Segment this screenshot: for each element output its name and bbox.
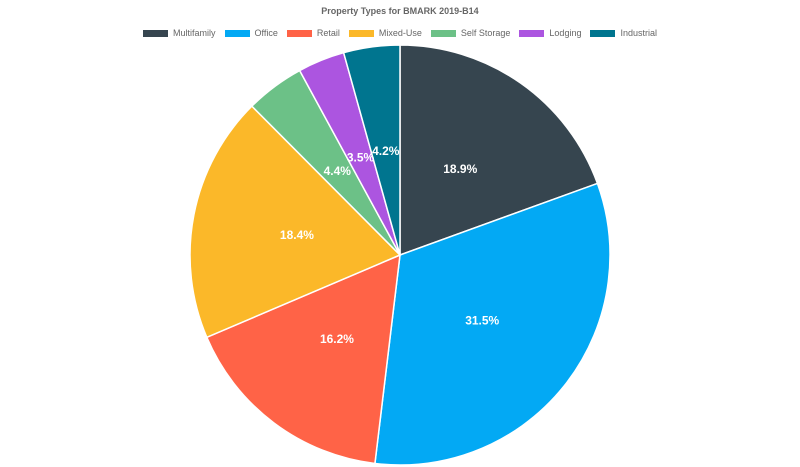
legend-item[interactable]: Self Storage <box>430 28 511 38</box>
legend-label: Multifamily <box>173 28 216 38</box>
pie-slice-industrial[interactable] <box>342 44 401 256</box>
legend-label: Office <box>254 28 278 38</box>
chart-title: Property Types for BMARK 2019-B14 <box>321 6 479 16</box>
data-label: 4.2% <box>372 144 400 158</box>
pie-slice-retail[interactable] <box>205 253 401 465</box>
legend-swatch <box>519 29 545 37</box>
legend-swatch <box>286 29 312 37</box>
legend-item[interactable]: Office <box>224 28 278 38</box>
legend-swatch <box>348 29 374 37</box>
pie-slice-mixed-use[interactable] <box>189 105 402 339</box>
legend-swatch <box>224 29 250 37</box>
data-label: 4.4% <box>324 164 352 178</box>
legend-item[interactable]: Industrial <box>590 28 657 38</box>
legend: Multifamily Office Retail Mixed-Use Self Sto… <box>0 28 800 38</box>
legend-label: Lodging <box>549 28 582 38</box>
data-label: 18.4% <box>280 228 314 242</box>
legend-swatch <box>143 29 168 37</box>
legend-swatch <box>430 29 456 37</box>
data-label: 18.9% <box>443 162 477 176</box>
legend-label: Mixed-Use <box>378 28 422 38</box>
legend-item[interactable]: Multifamily <box>143 28 216 38</box>
data-label: 31.5% <box>465 313 499 327</box>
legend-label: Industrial <box>620 28 657 38</box>
legend-swatch <box>590 29 616 37</box>
legend-item[interactable]: Mixed-Use <box>348 28 422 38</box>
data-label: 16.2% <box>320 332 354 346</box>
legend-label: Self Storage <box>460 28 511 38</box>
legend-item[interactable]: Lodging <box>519 28 581 38</box>
pie-slice-multifamily[interactable] <box>399 44 599 257</box>
data-label: 3.5% <box>347 151 375 165</box>
legend-label: Retail <box>316 28 340 38</box>
legend-item[interactable]: Retail <box>286 28 340 38</box>
pie-slice-office[interactable] <box>374 182 611 466</box>
